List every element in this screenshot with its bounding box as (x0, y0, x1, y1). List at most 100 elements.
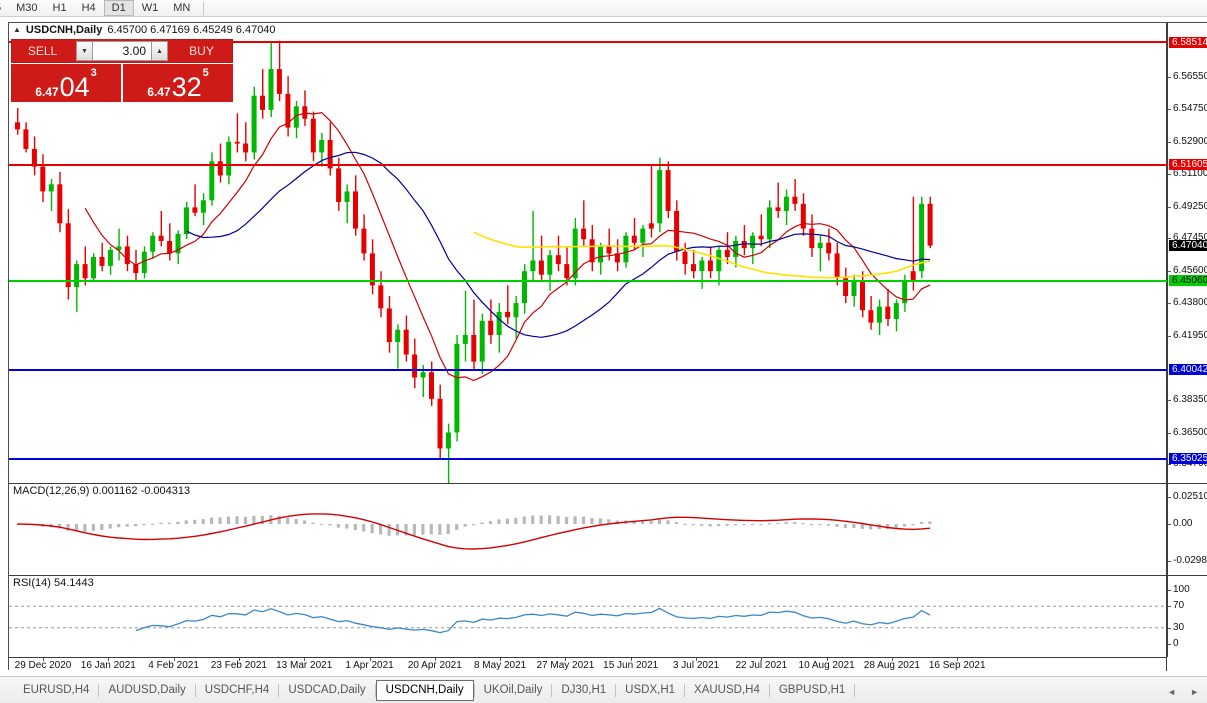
macd-tick: -0.02988 (1168, 556, 1207, 566)
level-line-6.45060[interactable] (9, 279, 1167, 282)
time-tick (434, 658, 436, 661)
time-axis-label: 8 May 2021 (473, 660, 527, 671)
time-tick (826, 658, 828, 661)
chart-tab-usdcad-daily[interactable]: USDCAD,Daily (288, 683, 366, 696)
chart-tab-usdchf-h4[interactable]: USDCHF,H4 (204, 683, 270, 696)
tab-divider (768, 683, 770, 697)
time-tick (957, 658, 959, 661)
time-tick (696, 658, 697, 661)
macd-tick: 0.00 (1168, 519, 1192, 529)
timeframe-button-m30[interactable]: M30 (16, 1, 38, 14)
macd-scale[interactable]: 0.025108 0.00 -0.02988 (1167, 484, 1207, 575)
tab-divider (98, 683, 100, 697)
time-axis-label: 16 Jan 2021 (80, 660, 136, 671)
macd-plot (15, 513, 932, 550)
chart-tab-xauusd-h4[interactable]: XAUUSD,H4 (694, 683, 760, 696)
price-tick: 6.54750 (1168, 104, 1207, 114)
price-tag-6.45060[interactable]: 6.45060 (1169, 275, 1207, 287)
price-tick: 6.51100 (1168, 168, 1207, 179)
scroll-right-icon[interactable]: ► (1190, 687, 1199, 697)
price-tick: 6.38350 (1168, 394, 1207, 405)
chart-tab-eurusd-h4[interactable]: EURUSD,H4 (23, 683, 90, 696)
tab-divider (615, 683, 617, 697)
price-tick: 6.41950 (1168, 330, 1207, 341)
price-tick: 6.45600 (1168, 266, 1207, 276)
chart-tab-dj30-h1[interactable]: DJ30,H1 (561, 683, 607, 696)
chart-ohlc-values: 6.45700 6.47169 6.45249 6.47040 (107, 24, 276, 36)
level-line-6.51605[interactable] (9, 163, 1167, 166)
volume-stepper: ▼ 3.00 ▲ (73, 39, 171, 63)
time-axis-label: 1 Apr 2021 (345, 660, 394, 671)
time-tick (43, 658, 44, 661)
time-axis-label: 27 May 2021 (536, 660, 595, 671)
volume-decrement-icon[interactable]: ▼ (76, 41, 93, 61)
price-tag-6.40042[interactable]: 6.40042 (1169, 364, 1207, 376)
chart-header: ▲ USDCNH,Daily 6.45700 6.47169 6.45249 6… (9, 23, 1207, 37)
time-axis-label: 20 Apr 2021 (407, 660, 462, 671)
tab-divider (374, 683, 376, 697)
chart-tab-ukoil-daily[interactable]: UKOil,Daily (483, 683, 543, 696)
time-tick (500, 658, 502, 661)
tab-divider (854, 683, 856, 697)
time-axis-label: 3 Jul 2021 (672, 660, 720, 671)
tab-scroll-controls: ◄ ► (1167, 687, 1199, 697)
time-axis-label: 10 Aug 2021 (798, 660, 855, 671)
macd-pane[interactable]: MACD(12,26,9) 0.001162 -0.004313 0.02510… (9, 483, 1207, 575)
time-tick (630, 658, 632, 661)
buy-price-fraction: 5 (202, 67, 209, 79)
timeframe-button-h4[interactable]: H4 (81, 1, 96, 14)
sell-price-main: 04 (59, 72, 90, 102)
rsi-scale[interactable]: 100 70 30 0 (1167, 576, 1207, 657)
volume-increment-icon[interactable]: ▲ (151, 41, 168, 61)
buy-price-display[interactable]: 6.47 32 5 (123, 64, 233, 102)
price-tag-6.35025[interactable]: 6.35025 (1169, 453, 1207, 465)
volume-input[interactable]: 3.00 (93, 41, 151, 61)
sell-button[interactable]: SELL (11, 39, 73, 63)
rsi-tick: 0 (1168, 639, 1179, 649)
rsi-tick: 30 (1168, 622, 1184, 633)
sell-price-display[interactable]: 6.47 04 3 (11, 64, 121, 102)
level-line-6.58514[interactable] (9, 41, 1167, 44)
timeframe-button-w1[interactable]: W1 (141, 1, 159, 14)
chart-tab-audusd-daily[interactable]: AUDUSD,Daily (108, 683, 186, 696)
price-tick: 6.52900 (1168, 136, 1207, 147)
rsi-pane[interactable]: RSI(14) 54.1443 100 70 30 0 (9, 575, 1207, 657)
time-axis-label: 28 Aug 2021 (863, 660, 920, 671)
time-axis-label: 29 Dec 2020 (14, 660, 72, 671)
time-axis-label: 13 Mar 2021 (276, 660, 333, 671)
chart-symbol-label: USDCNH,Daily (25, 24, 103, 36)
price-tick: 6.47450 (1168, 233, 1207, 243)
tab-divider (551, 683, 553, 697)
chart-tab-usdx-h1[interactable]: USDX,H1 (625, 683, 676, 696)
chart-tab-bar: EURUSD,H4 AUDUSD,Daily USDCHF,H4 USDCAD,Dai… (0, 676, 1207, 703)
rsi-label: RSI(14) 54.1443 (13, 577, 94, 589)
time-axis-label: 4 Feb 2021 (148, 660, 199, 671)
timeframe-button-h1[interactable]: H1 (52, 1, 67, 14)
time-tick (761, 658, 763, 661)
time-axis-label: 22 Jul 2021 (735, 660, 788, 671)
time-axis-label: 16 Sep 2021 (928, 660, 986, 671)
timeframe-button-d1[interactable]: D1 (103, 0, 134, 16)
timeframe-button-mn[interactable]: MN (173, 1, 191, 14)
rsi-tick: 70 (1168, 601, 1184, 611)
timeframe-button-m5[interactable]: 5 (0, 1, 8, 16)
scroll-left-icon[interactable]: ◄ (1167, 687, 1177, 697)
chart-tab-gbpusd-h1[interactable]: GBPUSD,H1 (778, 683, 846, 696)
tab-divider (194, 683, 196, 697)
price-tag-6.47040[interactable]: 6.47040 (1169, 240, 1207, 252)
level-line-6.35025[interactable] (9, 457, 1167, 460)
chart-window: ▲ USDCNH,Daily 6.45700 6.47169 6.45249 6… (8, 22, 1207, 671)
price-scale[interactable]: 6.56550 6.54750 6.52900 6.51100 6.49250 6.474… (1167, 23, 1207, 483)
price-tag-6.58514[interactable]: 6.58514 (1169, 36, 1207, 48)
level-line-6.40042[interactable] (9, 368, 1167, 371)
time-axis[interactable]: 29 Dec 2020 16 Jan 2021 4 Feb 2021 23 Feb 2… (9, 657, 1167, 671)
price-tag-6.51605[interactable]: 6.51605 (1169, 159, 1207, 171)
collapse-arrow-icon[interactable]: ▲ (13, 25, 21, 34)
time-axis-label: 15 Jun 2021 (603, 660, 659, 671)
buy-button[interactable]: BUY (171, 39, 233, 63)
time-axis-label: 23 Feb 2021 (210, 660, 267, 671)
scale-divider (1166, 23, 1167, 671)
sell-price-fraction: 3 (90, 67, 97, 79)
time-tick (238, 658, 240, 661)
chart-tab-usdcnh-daily[interactable]: USDCNH,Daily (375, 679, 474, 701)
